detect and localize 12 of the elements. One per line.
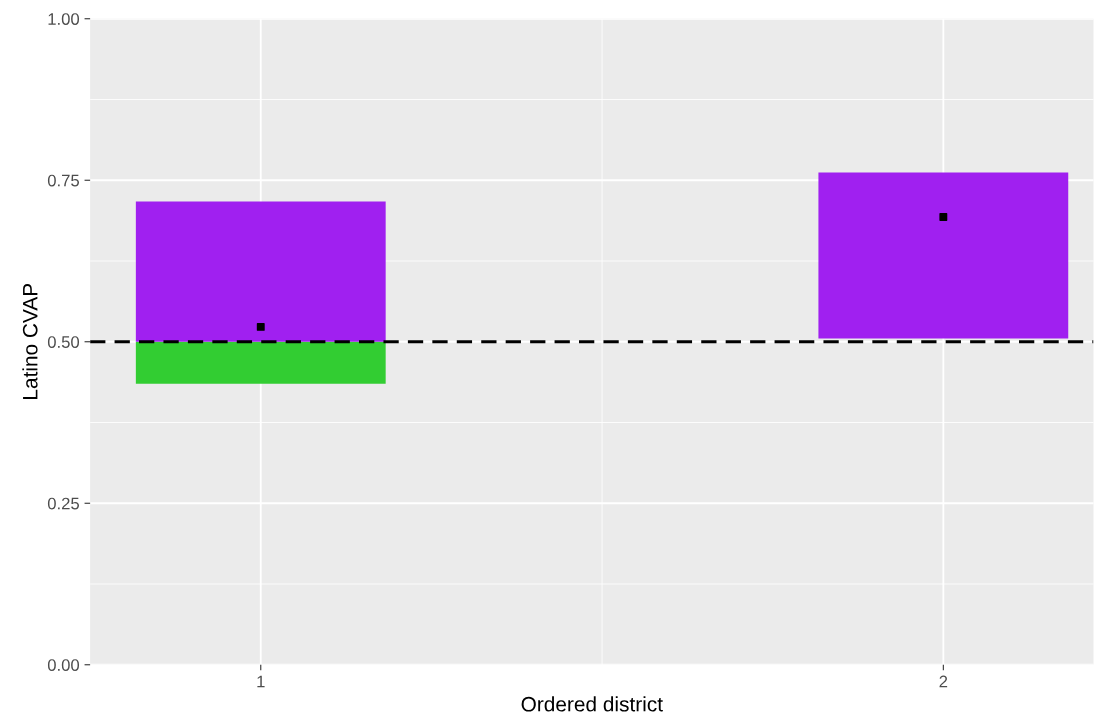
x-axis-title: Ordered district <box>521 696 663 712</box>
bar <box>135 201 386 342</box>
y-tick-label: 0.75 <box>47 174 80 187</box>
x-tick-label: 1 <box>257 675 265 688</box>
bar <box>135 341 386 384</box>
y-tick-label: 0.25 <box>47 497 80 510</box>
x-tick-label: 2 <box>939 675 948 688</box>
y-tick-label: 0.50 <box>47 336 80 348</box>
y-tick-label: 1.00 <box>48 13 80 25</box>
bar <box>818 172 1069 339</box>
y-tick-label: 0.00 <box>47 659 80 671</box>
y-axis-title: Latino CVAP <box>22 283 38 399</box>
